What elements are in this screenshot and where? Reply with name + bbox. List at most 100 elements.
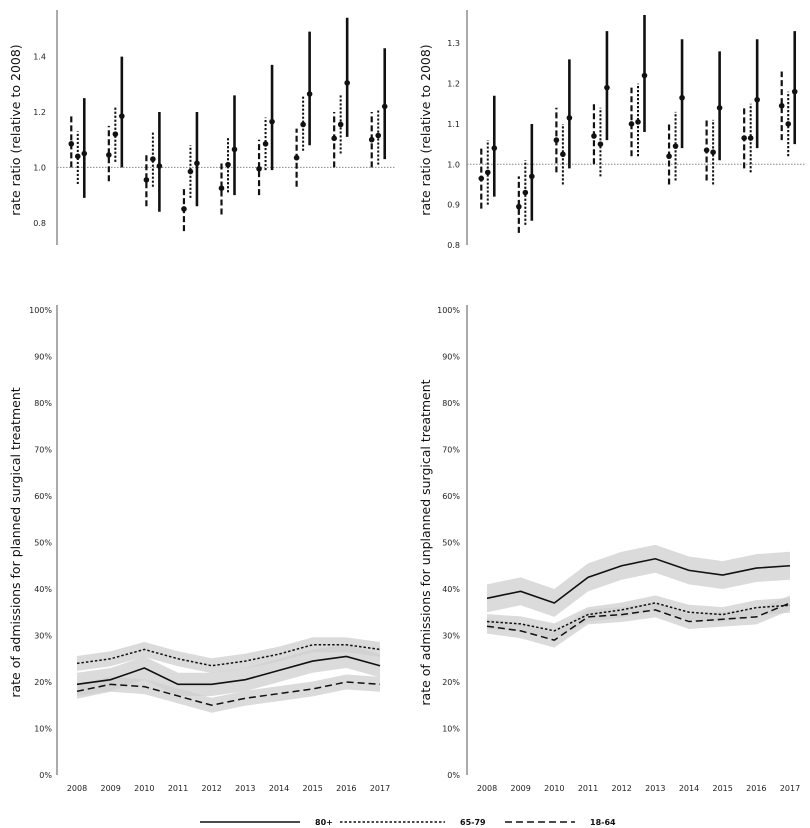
point-80+: [231, 146, 238, 153]
y-tick-label: 1.2: [33, 108, 46, 117]
y-tick-label: 30%: [34, 632, 52, 641]
point-80+: [194, 160, 200, 167]
band-18-64: [77, 674, 380, 713]
y-tick-label: 0%: [447, 771, 460, 780]
y-axis-title: rate of admissions for unplanned surgica…: [418, 379, 433, 705]
y-tick-label: 90%: [34, 353, 52, 362]
point-80+: [754, 96, 760, 103]
panel-bottom-left: 0% 10% 20% 30% 40% 50% 60% 70% 80% 90% 100% rate of…: [8, 305, 390, 793]
y-tick-label: 90%: [442, 353, 460, 362]
x-tick-label: 2008: [477, 784, 497, 793]
series-line-80+: [486, 557, 791, 604]
y-tick-label: 50%: [34, 539, 52, 548]
point-18-64: [703, 147, 710, 153]
x-tick-label: 2011: [578, 784, 598, 793]
point-65-79: [225, 161, 231, 168]
y-tick-label: 80%: [442, 399, 460, 408]
x-tick-label: 2009: [510, 784, 530, 793]
y-tick-label: 0.8: [33, 219, 46, 228]
y-tick-label: 1.0: [33, 163, 46, 172]
point-18-64: [368, 136, 375, 143]
y-tick-label: 0.8: [447, 241, 460, 250]
point-65-79: [375, 132, 382, 139]
point-80+: [791, 88, 798, 95]
y-tick-label: 70%: [34, 446, 52, 455]
panel-top-left: 0.8 1.0 1.2 1.4 rate ratio (relative to 2008…: [8, 10, 395, 245]
point-18-64: [516, 203, 522, 210]
point-65-79: [560, 151, 566, 158]
legend-label-18-64: 18-64: [590, 818, 616, 827]
point-65-79: [337, 121, 344, 128]
band-80+: [487, 544, 790, 617]
point-80+: [566, 115, 573, 121]
y-tick-label: 100%: [29, 306, 52, 315]
point-80+: [81, 150, 88, 157]
x-tick-label: 2012: [201, 784, 221, 793]
x-tick-label: 2015: [712, 784, 732, 793]
point-80+: [306, 91, 313, 97]
point-18-64: [478, 175, 485, 182]
point-65-79: [747, 135, 754, 141]
point-18-64: [181, 206, 187, 212]
point-18-64: [68, 141, 75, 147]
x-tick-label: 2012: [611, 784, 631, 793]
series-line-65-79: [76, 644, 381, 667]
y-tick-label: 10%: [442, 725, 460, 734]
x-tick-label: 2010: [134, 784, 154, 793]
point-65-79: [785, 121, 792, 127]
point-80+: [716, 105, 723, 111]
y-axis-title: rate of admissions for planned surgical …: [8, 387, 23, 697]
x-tick-label: 2015: [302, 784, 322, 793]
y-tick-label: 80%: [34, 399, 52, 408]
series-line-18-64: [486, 602, 791, 641]
point-80+: [344, 80, 350, 86]
point-18-64: [143, 177, 150, 183]
y-tick-label: 1.2: [447, 80, 460, 89]
point-18-64: [553, 137, 560, 143]
x-tick-label: 2017: [370, 784, 390, 793]
y-tick-label: 70%: [442, 446, 460, 455]
y-tick-label: 0.9: [447, 201, 460, 210]
x-tick-label: 2009: [100, 784, 120, 793]
point-65-79: [672, 143, 679, 149]
point-80+: [641, 72, 648, 79]
y-tick-label: 20%: [34, 678, 52, 687]
y-tick-label: 1.3: [447, 39, 460, 48]
point-18-64: [256, 165, 262, 172]
point-18-64: [778, 102, 785, 109]
x-tick-label: 2017: [780, 784, 800, 793]
x-tick-label: 2011: [168, 784, 188, 793]
point-65-79: [150, 156, 156, 162]
series-line-65-79: [486, 602, 791, 632]
x-tick-label: 2013: [235, 784, 255, 793]
y-tick-label: 0%: [39, 771, 52, 780]
point-80+: [529, 173, 535, 180]
point-65-79: [74, 153, 81, 160]
x-tick-label: 2008: [67, 784, 87, 793]
legend-label-80+: 80+: [315, 818, 333, 827]
point-65-79: [112, 131, 119, 137]
point-80+: [119, 113, 125, 119]
point-65-79: [597, 141, 604, 147]
y-tick-label: 1.0: [447, 160, 460, 169]
x-tick-label: 2014: [679, 784, 699, 793]
x-tick-label: 2014: [269, 784, 289, 793]
point-65-79: [522, 189, 529, 196]
point-65-79: [635, 119, 641, 125]
point-80+: [381, 103, 388, 110]
y-tick-label: 60%: [34, 492, 52, 501]
point-18-64: [628, 121, 635, 127]
point-18-64: [218, 185, 225, 191]
point-80+: [604, 84, 610, 91]
y-tick-label: 1.4: [33, 53, 46, 62]
x-tick-label: 2016: [336, 784, 356, 793]
y-tick-label: 20%: [442, 678, 460, 687]
x-tick-label: 2016: [746, 784, 766, 793]
x-tick-label: 2013: [645, 784, 665, 793]
y-tick-label: 1.1: [447, 120, 460, 129]
y-axis-title: rate ratio (relative to 2008): [8, 44, 23, 215]
point-80+: [491, 145, 498, 151]
point-18-64: [741, 135, 747, 141]
y-tick-label: 10%: [34, 725, 52, 734]
